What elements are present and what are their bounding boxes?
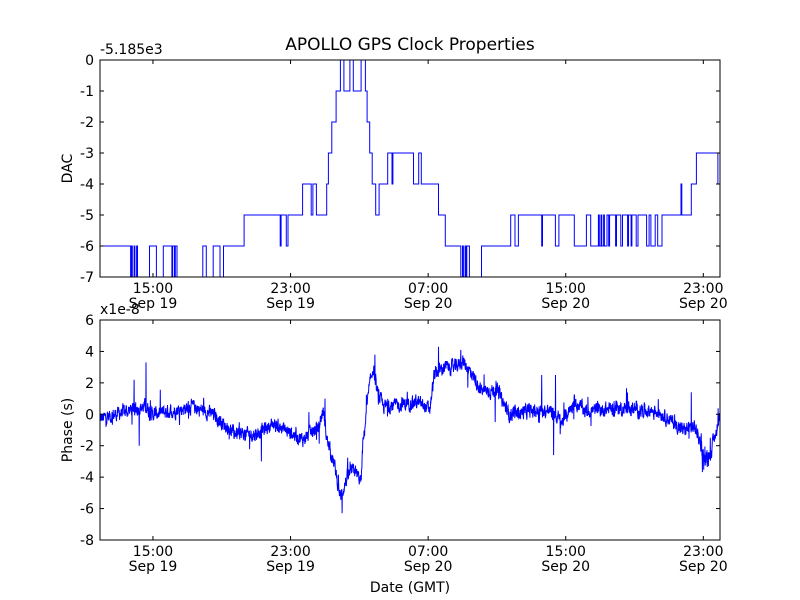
y-tick-label: -7: [80, 270, 94, 286]
x-tick-time-label: 07:00: [408, 281, 448, 297]
chart-title: APOLLO GPS Clock Properties: [285, 35, 535, 55]
x-tick-time-label: 15:00: [133, 281, 173, 297]
x-tick-date-label: Sep 20: [404, 559, 453, 575]
phase-line: [100, 346, 720, 514]
x-axis-label: Date (GMT): [370, 580, 450, 596]
y-tick-label: 0: [85, 407, 94, 423]
y-tick-label: -1: [80, 84, 94, 100]
x-tick-time-label: 15:00: [546, 544, 586, 560]
x-tick-date-label: Sep 20: [679, 296, 728, 312]
axes-frame: [99, 59, 721, 278]
x-tick-time-label: 07:00: [408, 544, 448, 560]
x-tick-date-label: Sep 19: [266, 559, 315, 575]
x-tick-time-label: 23:00: [270, 544, 310, 560]
y-offset-text: -5.185e3: [100, 42, 163, 58]
y-tick-label: -4: [80, 177, 94, 193]
x-tick-date-label: Sep 20: [404, 296, 453, 312]
y-tick-label: -2: [80, 115, 94, 131]
x-tick-time-label: 15:00: [546, 281, 586, 297]
y-tick-label: 2: [85, 376, 94, 392]
x-tick-date-label: Sep 19: [129, 296, 178, 312]
y-axis-label: DAC: [60, 153, 76, 183]
x-tick-date-label: Sep 20: [541, 559, 590, 575]
x-tick-time-label: 15:00: [133, 544, 173, 560]
x-tick-date-label: Sep 19: [266, 296, 315, 312]
y-tick-label: -5: [80, 208, 94, 224]
y-tick-label: -3: [80, 146, 94, 162]
y-tick-label: 4: [85, 344, 94, 360]
x-tick-date-label: Sep 20: [541, 296, 590, 312]
x-tick-time-label: 23:00: [683, 544, 723, 560]
y-tick-label: 0: [85, 53, 94, 69]
y-tick-label: -6: [80, 239, 94, 255]
y-offset-text: x1e-8: [100, 302, 140, 318]
y-tick-label: -8: [80, 533, 94, 549]
y-axis-label: Phase (s): [60, 398, 76, 462]
y-tick-label: -2: [80, 439, 94, 455]
axes-frame: [99, 319, 721, 541]
y-tick-label: 6: [85, 313, 94, 329]
dac-step-line: [100, 60, 720, 277]
y-tick-label: -6: [80, 502, 94, 518]
x-tick-time-label: 23:00: [270, 281, 310, 297]
x-tick-date-label: Sep 20: [679, 559, 728, 575]
y-tick-label: -4: [80, 470, 94, 486]
x-tick-date-label: Sep 19: [129, 559, 178, 575]
x-tick-time-label: 23:00: [683, 281, 723, 297]
